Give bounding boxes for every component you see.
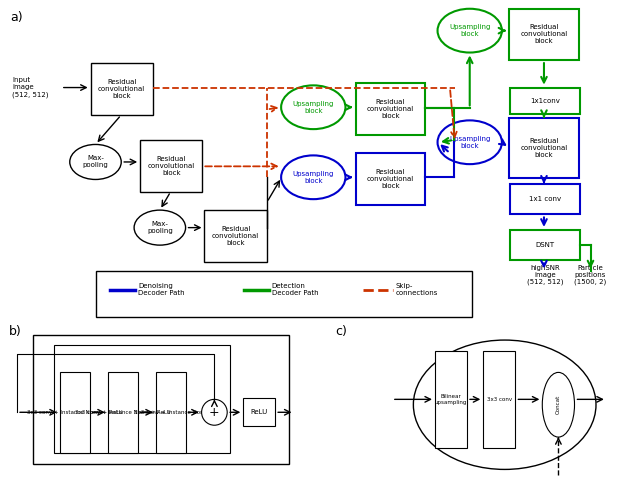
Ellipse shape	[542, 372, 575, 437]
Text: Upsampling
block: Upsampling block	[449, 24, 490, 37]
Text: ReLU: ReLU	[251, 409, 268, 416]
FancyBboxPatch shape	[54, 345, 230, 453]
FancyBboxPatch shape	[356, 153, 425, 205]
Text: Residual
convolutional
block: Residual convolutional block	[98, 79, 145, 99]
Text: Upsampling
block: Upsampling block	[292, 101, 334, 114]
Text: Skip-
connections: Skip- connections	[396, 284, 438, 296]
Text: 3x3 conv + Instance Norm + ReLU: 3x3 conv + Instance Norm + ReLU	[27, 410, 122, 416]
Text: Input
image
(512, 512): Input image (512, 512)	[12, 77, 49, 98]
Text: Upsampling
block: Upsampling block	[449, 136, 490, 149]
Text: highSNR
image
(512, 512): highSNR image (512, 512)	[527, 265, 563, 285]
Text: b): b)	[8, 325, 21, 338]
Ellipse shape	[281, 85, 346, 129]
Ellipse shape	[70, 145, 121, 179]
FancyBboxPatch shape	[356, 83, 425, 135]
Text: Residual
convolutional
block: Residual convolutional block	[148, 156, 195, 176]
Text: 1x1 conv: 1x1 conv	[529, 196, 561, 202]
Text: Residual
convolutional
block: Residual convolutional block	[520, 138, 568, 158]
Text: DSNT: DSNT	[536, 242, 554, 248]
Text: 3x3 conv: 3x3 conv	[487, 397, 512, 402]
Ellipse shape	[438, 121, 502, 164]
Text: c): c)	[335, 325, 347, 338]
Ellipse shape	[281, 155, 346, 199]
Text: Particle
positions
(1500, 2): Particle positions (1500, 2)	[574, 265, 607, 285]
Ellipse shape	[134, 210, 186, 245]
FancyBboxPatch shape	[435, 351, 467, 448]
Text: a): a)	[10, 11, 23, 24]
FancyBboxPatch shape	[243, 398, 275, 426]
Text: Concat: Concat	[556, 395, 561, 415]
Text: 1x1conv: 1x1conv	[530, 98, 560, 104]
FancyBboxPatch shape	[33, 335, 289, 464]
FancyBboxPatch shape	[509, 9, 579, 60]
Ellipse shape	[438, 9, 502, 52]
Text: Detection
Decoder Path: Detection Decoder Path	[272, 284, 318, 296]
FancyBboxPatch shape	[510, 88, 580, 114]
Text: Denoising
Decoder Path: Denoising Decoder Path	[138, 284, 185, 296]
Text: 3x3 conv + Instance Norm + ReLU: 3x3 conv + Instance Norm + ReLU	[75, 410, 170, 416]
Text: Residual
convolutional
block: Residual convolutional block	[367, 169, 414, 189]
Text: Residual
convolutional
block: Residual convolutional block	[367, 99, 414, 119]
FancyBboxPatch shape	[95, 271, 472, 318]
FancyBboxPatch shape	[483, 351, 515, 448]
Text: Bilinear
upsampling: Bilinear upsampling	[435, 394, 467, 405]
Circle shape	[202, 399, 227, 425]
Text: Residual
convolutional
block: Residual convolutional block	[520, 24, 568, 45]
Ellipse shape	[413, 340, 596, 469]
FancyBboxPatch shape	[60, 372, 90, 453]
Text: Residual
convolutional
block: Residual convolutional block	[212, 226, 259, 246]
FancyBboxPatch shape	[509, 118, 579, 178]
FancyBboxPatch shape	[108, 372, 138, 453]
FancyBboxPatch shape	[156, 372, 186, 453]
FancyBboxPatch shape	[204, 210, 267, 262]
FancyBboxPatch shape	[510, 184, 580, 215]
Text: Max-
pooling: Max- pooling	[83, 155, 108, 169]
Text: 3x3 conv + Instance Norm: 3x3 conv + Instance Norm	[134, 410, 207, 416]
FancyBboxPatch shape	[140, 140, 202, 192]
Text: Upsampling
block: Upsampling block	[292, 171, 334, 184]
Text: +: +	[209, 406, 220, 419]
FancyBboxPatch shape	[90, 64, 153, 115]
Text: Max-
pooling: Max- pooling	[147, 221, 173, 234]
FancyBboxPatch shape	[510, 230, 580, 261]
